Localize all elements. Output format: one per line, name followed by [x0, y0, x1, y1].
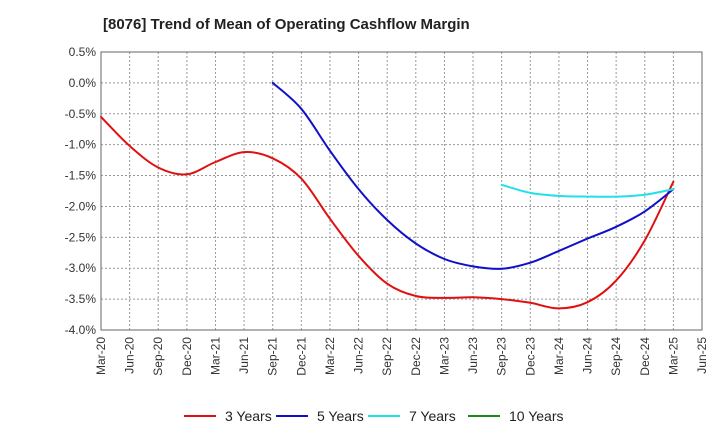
x-tick-label: Jun-21 [237, 337, 251, 374]
series-line-7-years [500, 183, 675, 198]
x-tick-label: Dec-23 [523, 337, 537, 376]
x-tick-label: Mar-24 [552, 337, 566, 375]
x-tick-label: Sep-20 [151, 337, 165, 376]
grid [101, 52, 702, 330]
series-lines [100, 81, 675, 310]
legend-label: 10 Years [509, 408, 564, 424]
legend-label: 5 Years [317, 408, 364, 424]
series-line-3-years [100, 115, 675, 310]
y-tick-label: -4.0% [65, 323, 97, 337]
y-tick-label: 0.5% [69, 45, 97, 59]
y-tick-label: -2.0% [65, 199, 97, 213]
x-tick-label: Jun-22 [352, 337, 366, 374]
plot-frame [100, 51, 703, 331]
y-tick-label: 0.0% [69, 76, 97, 90]
x-tick-label: Mar-22 [323, 337, 337, 375]
x-tick-label: Sep-24 [609, 337, 623, 376]
legend-item-5-years: 5 Years [276, 406, 364, 426]
x-tick-label: Jun-25 [695, 337, 709, 374]
y-tick-label: -2.5% [65, 230, 97, 244]
series-line-5-years [271, 81, 675, 270]
y-tick-label: -1.5% [65, 169, 97, 183]
x-tick-label: Sep-21 [266, 337, 280, 376]
x-tick-label: Mar-20 [94, 337, 108, 375]
legend-item-10-years: 10 Years [468, 406, 564, 426]
chart-title: [8076] Trend of Mean of Operating Cashfl… [103, 16, 470, 33]
legend: 3 Years 5 Years 7 Years 10 Years [0, 406, 720, 426]
x-tick-label: Jun-24 [581, 337, 595, 374]
x-tick-label: Dec-24 [638, 337, 652, 376]
y-tick-label: -3.5% [65, 292, 97, 306]
legend-label: 3 Years [225, 408, 272, 424]
legend-label: 7 Years [409, 408, 456, 424]
y-tick-label: -1.0% [65, 138, 97, 152]
legend-swatch [184, 415, 216, 417]
x-tick-label: Sep-23 [495, 337, 509, 376]
x-tick-label: Sep-22 [380, 337, 394, 376]
y-tick-label: -3.0% [65, 261, 97, 275]
x-tick-label: Mar-23 [437, 337, 451, 375]
legend-item-7-years: 7 Years [368, 406, 456, 426]
x-tick-label: Jun-20 [123, 337, 137, 374]
x-tick-label: Mar-21 [208, 337, 222, 375]
x-tick-label: Jun-23 [466, 337, 480, 374]
axes: Mar-20 Jun-20 Sep-20 Dec-20 Mar-21 Jun-21 Sep-… [65, 45, 709, 376]
legend-swatch [276, 415, 308, 417]
x-tick-label: Dec-20 [180, 337, 194, 376]
legend-item-3-years: 3 Years [184, 406, 272, 426]
legend-swatch [468, 415, 500, 417]
legend-swatch [368, 415, 400, 417]
x-tick-label: Dec-21 [294, 337, 308, 376]
y-tick-label: -0.5% [65, 107, 97, 121]
x-tick-label: Mar-25 [666, 337, 680, 375]
x-tick-label: Dec-22 [409, 337, 423, 376]
